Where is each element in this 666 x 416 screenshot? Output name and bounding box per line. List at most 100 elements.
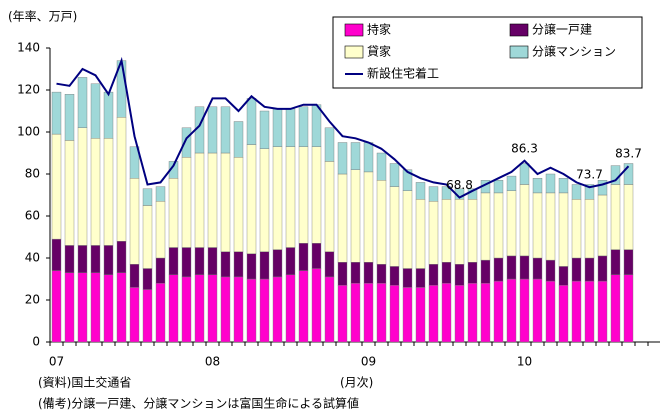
y-axis-unit: (年率、万戸) — [8, 9, 77, 24]
bar-segment — [90, 83, 101, 139]
bar-segment — [298, 270, 309, 343]
bar-segment — [103, 245, 114, 275]
bar-segment — [233, 156, 244, 252]
bar-segment — [116, 272, 127, 343]
bar-segment — [246, 144, 257, 255]
bar-segment — [246, 278, 257, 343]
bar-segment — [181, 247, 192, 278]
bar-segment — [155, 201, 166, 259]
bar-segment — [129, 146, 140, 179]
y-tick-label: 120 — [17, 83, 40, 97]
bar-segment — [64, 272, 75, 343]
y-tick-label: 40 — [25, 251, 40, 265]
bar-segment — [389, 186, 400, 267]
bar-segment — [311, 268, 322, 343]
x-axis-note: (月次) — [340, 376, 373, 390]
bar-segment — [441, 198, 452, 263]
bar-segment — [259, 148, 270, 252]
bar-segment — [441, 262, 452, 284]
bar-segment — [272, 249, 283, 278]
bar-segment — [272, 146, 283, 250]
bar-segment — [233, 251, 244, 278]
x-tick-label: 10 — [517, 355, 532, 369]
y-tick-label: 60 — [25, 209, 40, 223]
legend-label: 分譲一戸建 — [532, 22, 592, 37]
bar-segment — [129, 177, 140, 265]
bar-segment — [155, 283, 166, 343]
bar-segment — [337, 142, 348, 175]
bar-segment — [220, 152, 231, 252]
bar-segment — [493, 257, 504, 282]
bar-segment — [363, 142, 374, 173]
bar-segment — [558, 177, 569, 194]
bar-segment — [584, 184, 595, 200]
bar-segment — [155, 186, 166, 202]
bar-segment — [194, 152, 205, 248]
bar-segment — [558, 266, 569, 286]
bar-segment — [181, 276, 192, 343]
bar-segment — [90, 138, 101, 246]
bar-segment — [116, 240, 127, 273]
bar-segment — [363, 171, 374, 263]
bar-segment — [610, 184, 621, 250]
bar-segment — [142, 289, 153, 343]
bar-segment — [350, 169, 361, 263]
bar-segment — [285, 146, 296, 248]
bar-segment — [571, 198, 582, 259]
bar-segment — [51, 238, 62, 271]
y-tick-label: 140 — [17, 41, 40, 55]
y-tick-label: 0 — [32, 335, 40, 349]
bar-segment — [155, 257, 166, 284]
bar-segment — [454, 198, 465, 265]
bar-segment — [259, 110, 270, 149]
bar-segment — [350, 262, 361, 284]
bar-segment — [441, 283, 452, 343]
bar-segment — [324, 127, 335, 162]
bar-segment — [402, 268, 413, 288]
bar-segment — [376, 283, 387, 343]
bar-segment — [389, 163, 400, 187]
bar-segment — [545, 280, 556, 343]
bar-segment — [298, 243, 309, 271]
bar-segment — [311, 243, 322, 269]
bar-segment — [493, 192, 504, 259]
bar-segment — [311, 104, 322, 147]
bar-segment — [376, 152, 387, 181]
bar-segment — [597, 194, 608, 257]
bar-segment — [571, 257, 582, 282]
bar-segment — [454, 285, 465, 343]
bar-segment — [389, 266, 400, 286]
bar-segment — [545, 259, 556, 282]
bar-segment — [103, 91, 114, 139]
bar-segment — [298, 106, 309, 147]
bar-segment — [519, 278, 530, 343]
bar-segment — [363, 262, 374, 284]
bar-segment — [220, 276, 231, 343]
bar-segment — [402, 190, 413, 269]
legend-label: 分譲マンション — [532, 44, 616, 59]
bar-segment — [103, 274, 114, 343]
source-note: (資料)国土交通省 — [38, 375, 131, 390]
bar-segment — [506, 278, 517, 343]
bar-segment — [493, 280, 504, 343]
bar-segment — [168, 247, 179, 275]
bar-segment — [298, 146, 309, 244]
data-label: 73.7 — [576, 168, 603, 182]
bar-segment — [207, 274, 218, 343]
bar-segment — [623, 163, 634, 185]
x-tick-label: 08 — [205, 355, 220, 369]
bar-segment — [64, 93, 75, 141]
bar-segment — [480, 192, 491, 261]
bar-segment — [168, 177, 179, 248]
bar-segment — [220, 251, 231, 278]
bar-segment — [415, 198, 426, 269]
bar-segment — [194, 274, 205, 343]
bar-segment — [246, 98, 257, 145]
bar-segment — [324, 161, 335, 252]
bar-segment — [272, 276, 283, 343]
bar-segment — [207, 247, 218, 275]
bar-segment — [285, 108, 296, 147]
bar-segment — [116, 117, 127, 242]
bar-segment — [129, 287, 140, 343]
data-label: 68.8 — [446, 178, 473, 192]
